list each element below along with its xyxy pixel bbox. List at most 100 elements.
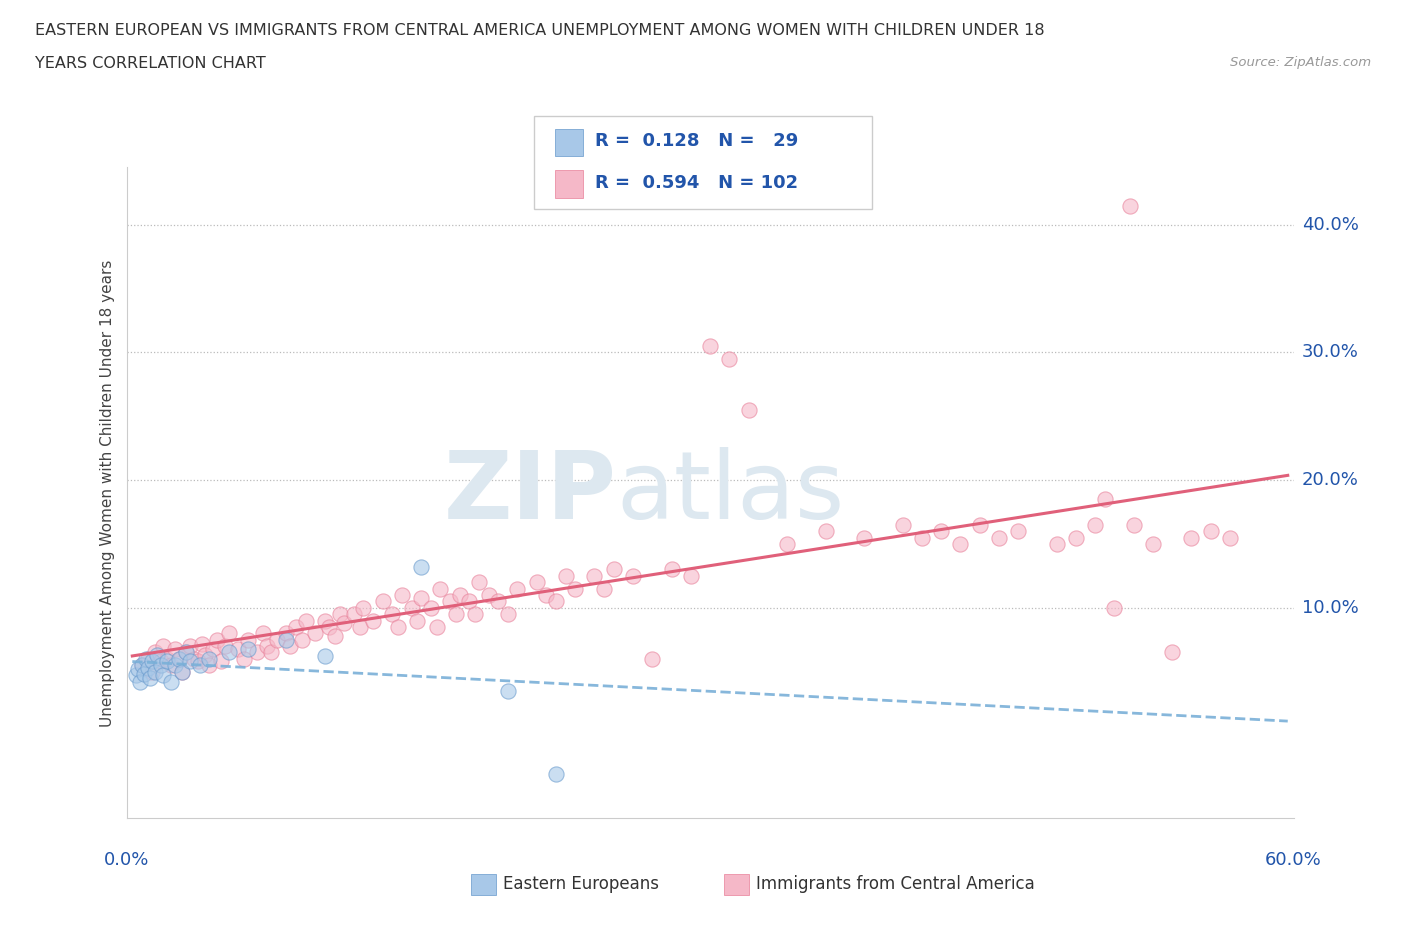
Point <box>138 671 160 685</box>
Point <box>150 658 173 672</box>
Point <box>172 664 194 679</box>
Point <box>1119 198 1142 213</box>
Point <box>314 613 336 628</box>
Point <box>911 530 934 545</box>
Point <box>145 645 167 660</box>
Point <box>737 403 759 418</box>
Point <box>187 654 209 669</box>
Point <box>406 613 429 628</box>
Text: Immigrants from Central America: Immigrants from Central America <box>756 874 1035 893</box>
Point <box>449 588 471 603</box>
Point <box>150 654 173 669</box>
Point <box>1142 537 1164 551</box>
Point <box>314 649 336 664</box>
Point <box>198 651 221 666</box>
Point <box>554 568 576 583</box>
Point <box>583 568 606 583</box>
Point <box>1219 530 1241 545</box>
Text: 30.0%: 30.0% <box>1302 343 1358 362</box>
Point <box>291 632 314 647</box>
Point <box>401 601 423 616</box>
Point <box>544 766 567 781</box>
Text: 60.0%: 60.0% <box>1265 851 1322 870</box>
Point <box>468 575 491 590</box>
Point <box>218 626 240 641</box>
Y-axis label: Unemployment Among Women with Children Under 18 years: Unemployment Among Women with Children U… <box>100 259 115 726</box>
Point <box>145 664 167 679</box>
Point <box>278 639 301 654</box>
Point <box>1084 517 1107 532</box>
Point <box>135 651 157 666</box>
Point <box>1104 601 1126 616</box>
Point <box>814 524 837 538</box>
Point <box>496 606 519 621</box>
Point <box>429 581 451 596</box>
Point <box>127 661 149 676</box>
Point <box>141 654 163 669</box>
Point <box>506 581 529 596</box>
Point <box>202 641 225 656</box>
Point <box>444 606 467 621</box>
Point <box>246 645 269 660</box>
Point <box>152 639 174 654</box>
Point <box>152 668 174 683</box>
Point <box>987 530 1010 545</box>
Text: atlas: atlas <box>617 447 845 538</box>
Point <box>1007 524 1029 538</box>
Point <box>371 594 394 609</box>
Point <box>1180 530 1202 545</box>
Point <box>333 616 356 631</box>
Point <box>163 641 186 656</box>
Point <box>641 651 664 666</box>
Point <box>1161 645 1184 660</box>
Point <box>486 594 509 609</box>
Point <box>276 626 298 641</box>
Point <box>131 658 153 672</box>
Point <box>477 588 499 603</box>
Point <box>132 667 155 682</box>
Point <box>198 658 221 672</box>
Text: 10.0%: 10.0% <box>1302 599 1358 617</box>
Text: Source: ZipAtlas.com: Source: ZipAtlas.com <box>1230 56 1371 69</box>
Text: R =  0.128   N =   29: R = 0.128 N = 29 <box>595 132 799 150</box>
Point <box>621 568 644 583</box>
Point <box>169 651 191 666</box>
Point <box>172 664 194 679</box>
Point <box>381 606 404 621</box>
Point <box>391 588 413 603</box>
Point <box>564 581 586 596</box>
Text: EASTERN EUROPEAN VS IMMIGRANTS FROM CENTRAL AMERICA UNEMPLOYMENT AMONG WOMEN WIT: EASTERN EUROPEAN VS IMMIGRANTS FROM CENT… <box>35 23 1045 38</box>
Point <box>439 594 461 609</box>
Point <box>1122 517 1144 532</box>
Point <box>593 581 616 596</box>
Point <box>323 629 346 644</box>
Point <box>131 658 153 672</box>
Point <box>183 651 205 666</box>
Point <box>496 684 519 698</box>
Point <box>1064 530 1087 545</box>
Point <box>361 613 384 628</box>
Point <box>129 674 152 689</box>
Point <box>194 647 217 662</box>
Point <box>411 560 433 575</box>
Text: 20.0%: 20.0% <box>1302 472 1358 489</box>
Point <box>949 537 972 551</box>
Point <box>776 537 799 551</box>
Point <box>343 606 366 621</box>
Point <box>603 562 626 577</box>
Point <box>156 651 179 666</box>
Point <box>536 588 558 603</box>
Point <box>218 645 240 660</box>
Point <box>1199 524 1222 538</box>
Point <box>387 619 409 634</box>
Point <box>205 632 228 647</box>
Point <box>464 606 486 621</box>
Point <box>156 654 179 669</box>
Point <box>285 619 308 634</box>
Point <box>209 654 232 669</box>
Point <box>233 651 256 666</box>
Point <box>1094 492 1116 507</box>
Point <box>891 517 914 532</box>
Point <box>699 339 721 353</box>
Point <box>266 632 288 647</box>
